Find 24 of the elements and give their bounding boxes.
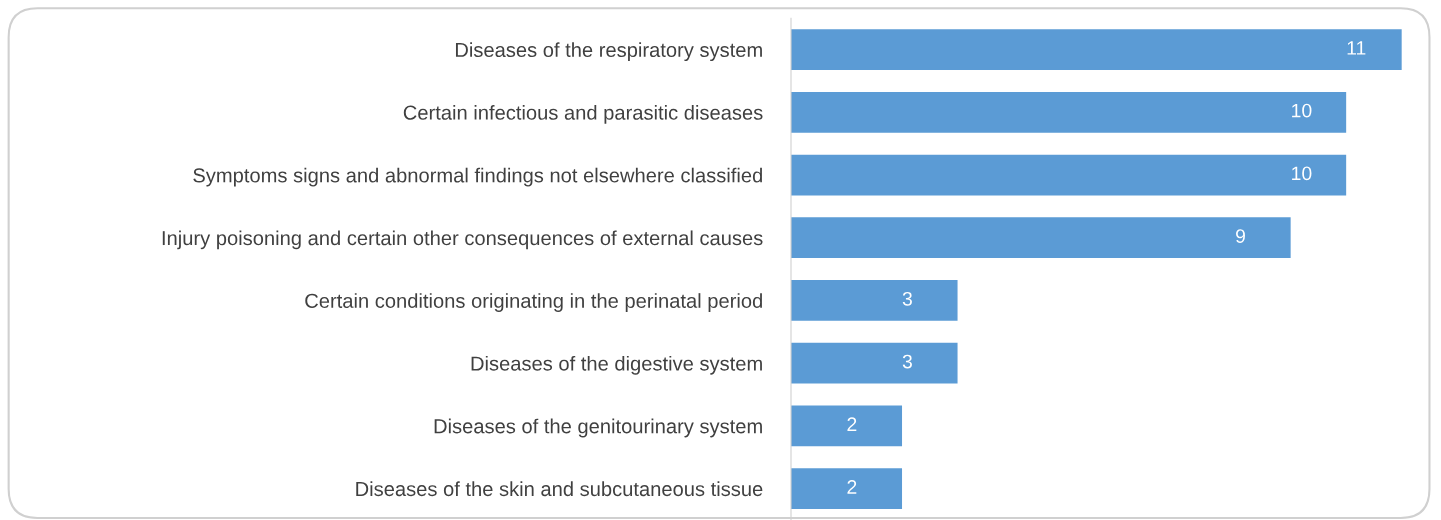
data-label: 11 <box>1347 41 1366 55</box>
data-label: 2 <box>847 480 857 494</box>
data-label: 9 <box>1236 229 1245 243</box>
bar <box>791 217 1291 259</box>
data-label: 2 <box>847 417 857 431</box>
bar <box>791 342 958 384</box>
y-tick-label: Certain infectious and parasitic diseases <box>403 104 763 124</box>
data-label: 3 <box>902 354 912 369</box>
data-label: 10 <box>1292 103 1312 118</box>
bar <box>791 405 903 447</box>
y-tick-label: Diseases of the skin and subcutaneous tissue <box>356 481 763 497</box>
data-label: 3 <box>902 291 912 306</box>
data-label: 10 <box>1292 166 1312 181</box>
y-tick-label: Diseases of the digestive system <box>471 355 762 375</box>
bar <box>791 154 1347 196</box>
y-tick-label: Injury poisoning and certain other consequences of external causes <box>162 230 763 250</box>
bar <box>791 29 1402 70</box>
y-tick-label: Symptoms signs and abnormal findings not elsewhere classified <box>193 167 762 187</box>
bar <box>791 91 1347 133</box>
bar <box>791 280 958 321</box>
y-tick-label: Certain conditions originating in the perinatal period <box>305 293 762 312</box>
bar <box>791 468 903 510</box>
y-tick-label: Diseases of the genitourinary system <box>434 418 762 438</box>
y-tick-label: Diseases of the respiratory system <box>455 42 762 62</box>
